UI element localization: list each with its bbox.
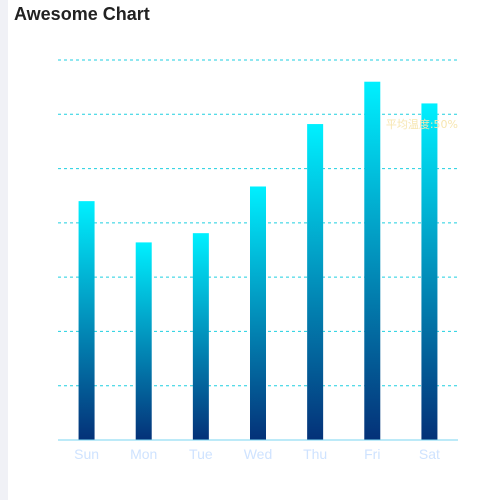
left-strip	[0, 0, 8, 500]
mark-line-label: 平均温度:50%	[386, 117, 458, 131]
x-tick-label-wed: Wed	[244, 446, 273, 462]
x-tick-label-tue: Tue	[189, 446, 213, 462]
x-tick-label-fri: Fri	[364, 446, 380, 462]
bar-sun[interactable]	[78, 201, 95, 440]
x-tick-label-sun: Sun	[74, 446, 99, 462]
bar-tue[interactable]	[192, 233, 209, 440]
bars	[78, 81, 438, 441]
bar-wed[interactable]	[250, 186, 266, 440]
bar-sat[interactable]	[421, 103, 438, 440]
x-tick-labels: Sun Mon Tue Wed Thu Fri Sat	[74, 446, 440, 462]
x-tick-label-thu: Thu	[303, 446, 327, 462]
chart-title: Awesome Chart	[14, 4, 150, 24]
bar-thu[interactable]	[307, 124, 324, 441]
bar-fri[interactable]	[364, 81, 381, 440]
x-tick-label-mon: Mon	[130, 446, 157, 462]
bar-mon[interactable]	[135, 242, 152, 440]
x-tick-label-sat: Sat	[419, 446, 440, 462]
